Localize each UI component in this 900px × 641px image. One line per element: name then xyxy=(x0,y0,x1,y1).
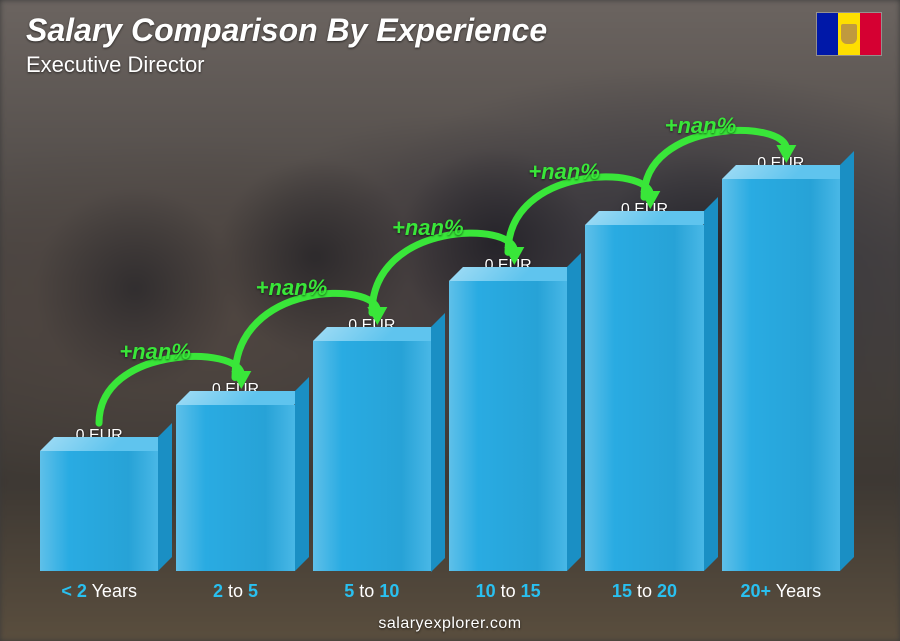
flag-stripe-red xyxy=(860,13,881,55)
bar-1: 0 EUR2 to 5 xyxy=(176,110,294,571)
bar-label-1: 2 to 5 xyxy=(213,581,258,602)
footer-credit: salaryexplorer.com xyxy=(0,615,900,633)
bar-label-2: 5 to 10 xyxy=(344,581,399,602)
title-block: Salary Comparison By Experience Executiv… xyxy=(26,14,547,78)
bars-container: 0 EUR< 2 Years0 EUR2 to 50 EUR5 to 100 E… xyxy=(30,110,850,571)
bar-shape-4 xyxy=(585,225,703,571)
bar-label-3: 10 to 15 xyxy=(476,581,541,602)
country-flag-andorra xyxy=(816,12,882,56)
bar-2: 0 EUR5 to 10 xyxy=(313,110,431,571)
bar-label-4: 15 to 20 xyxy=(612,581,677,602)
bar-shape-0 xyxy=(40,451,158,571)
bar-0: 0 EUR< 2 Years xyxy=(40,110,158,571)
flag-emblem xyxy=(841,24,857,44)
flag-stripe-yellow xyxy=(838,13,859,55)
bar-shape-2 xyxy=(313,341,431,572)
bar-shape-3 xyxy=(449,281,567,571)
bar-5: 0 EUR20+ Years xyxy=(722,110,840,571)
bar-4: 0 EUR15 to 20 xyxy=(585,110,703,571)
chart-subtitle: Executive Director xyxy=(26,52,547,78)
bar-3: 0 EUR10 to 15 xyxy=(449,110,567,571)
bar-shape-1 xyxy=(176,405,294,571)
bar-shape-5 xyxy=(722,179,840,571)
chart-area: 0 EUR< 2 Years0 EUR2 to 50 EUR5 to 100 E… xyxy=(30,110,850,571)
infographic-frame: Salary Comparison By Experience Executiv… xyxy=(0,0,900,641)
chart-title: Salary Comparison By Experience xyxy=(26,14,547,48)
bar-label-5: 20+ Years xyxy=(741,581,822,602)
flag-stripe-blue xyxy=(817,13,838,55)
bar-label-0: < 2 Years xyxy=(61,581,137,602)
